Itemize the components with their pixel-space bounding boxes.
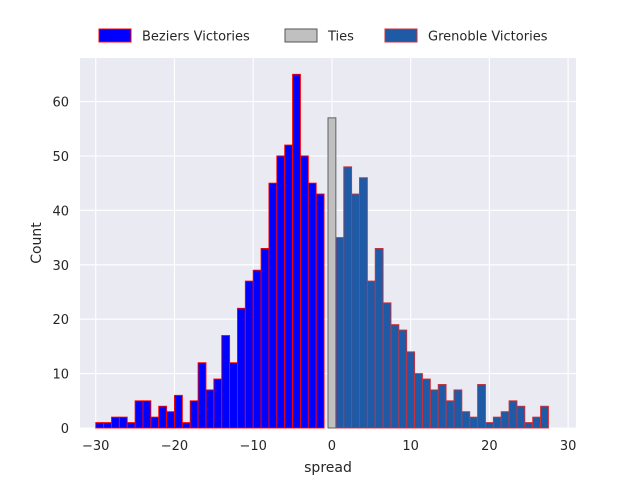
histogram-bar <box>221 335 231 429</box>
legend-label: Grenoble Victories <box>428 30 548 45</box>
histogram-bar <box>229 362 238 429</box>
x-tick-label: 10 <box>402 439 419 454</box>
histogram-bar <box>485 422 494 429</box>
histogram-bar <box>492 416 502 429</box>
histogram-bar <box>414 373 423 429</box>
x-tick-label: 0 <box>328 439 336 454</box>
histogram-bar <box>524 422 534 429</box>
bars <box>95 73 549 429</box>
histogram-bar <box>142 400 152 429</box>
histogram-bar <box>508 400 518 429</box>
histogram-bar <box>315 193 325 429</box>
x-tick-label: 20 <box>481 439 498 454</box>
histogram-bar <box>103 422 112 429</box>
histogram-bar <box>158 405 168 429</box>
x-tick-label: −30 <box>82 439 109 454</box>
histogram-bar <box>390 324 400 429</box>
histogram-bar <box>197 362 207 429</box>
histogram-bar <box>445 400 455 429</box>
y-tick-label: 40 <box>52 204 69 219</box>
y-tick-label: 30 <box>52 259 69 274</box>
histogram-bar <box>95 422 105 429</box>
histogram-bar <box>516 405 526 429</box>
histogram-bar <box>307 182 317 429</box>
histogram-bar <box>382 302 392 429</box>
x-tick-labels: −30 −20 −10 0 10 20 30 <box>82 439 576 454</box>
histogram-bar <box>335 237 345 429</box>
histogram-bar <box>343 166 353 429</box>
histogram-bar <box>453 389 463 429</box>
histogram-bar <box>437 384 447 429</box>
y-tick-label: 20 <box>52 313 69 328</box>
histogram-bar <box>477 384 486 429</box>
histogram-bar <box>126 422 136 429</box>
legend-label: Ties <box>327 30 354 45</box>
histogram-bar <box>252 269 262 429</box>
histogram-bar <box>134 400 144 429</box>
histogram-bar <box>351 193 360 429</box>
histogram-bar <box>374 247 384 429</box>
histogram-bar <box>111 416 120 429</box>
histogram-bar <box>461 411 471 429</box>
histogram-bar <box>213 378 223 429</box>
legend-swatch <box>98 28 132 43</box>
histogram-bar <box>268 182 278 429</box>
y-tick-labels: 0 10 20 30 40 50 60 <box>52 96 69 437</box>
histogram-bar <box>189 400 199 429</box>
histogram-bar <box>150 416 160 429</box>
histogram-bar <box>205 389 215 429</box>
histogram-bar <box>276 155 286 429</box>
legend-swatch <box>384 28 418 43</box>
histogram-bar <box>540 405 549 429</box>
histogram-bar <box>174 394 183 429</box>
histogram-bar <box>292 73 301 429</box>
y-tick-label: 0 <box>61 422 69 437</box>
histogram-bar <box>429 389 439 429</box>
x-axis-label: spread <box>304 460 352 476</box>
y-tick-label: 50 <box>52 150 69 165</box>
x-tick-label: −10 <box>239 439 266 454</box>
histogram-bar <box>181 422 191 429</box>
histogram-bar <box>398 329 408 429</box>
legend: Beziers Victories Ties Grenoble Victories <box>98 28 548 45</box>
histogram-bar <box>406 351 416 429</box>
x-tick-label: −20 <box>161 439 188 454</box>
histogram-bar <box>244 280 254 429</box>
histogram-bar <box>118 416 128 429</box>
y-tick-label: 60 <box>52 96 69 111</box>
histogram-bar <box>260 247 270 429</box>
histogram-bar <box>532 416 542 429</box>
histogram-bar <box>237 307 246 429</box>
histogram-bar <box>500 411 510 429</box>
histogram-bar <box>284 144 294 429</box>
histogram-bar <box>422 378 431 429</box>
legend-swatch <box>284 28 318 43</box>
histogram-bar <box>327 117 337 429</box>
histogram-bar <box>299 155 309 429</box>
histogram-bar <box>166 411 175 429</box>
histogram-bar <box>469 416 479 429</box>
histogram-bar <box>359 177 368 429</box>
y-tick-label: 10 <box>52 368 69 383</box>
y-axis-label: Count <box>29 222 45 264</box>
legend-label: Beziers Victories <box>142 30 250 45</box>
histogram-bar <box>366 280 376 429</box>
x-tick-label: 30 <box>560 439 577 454</box>
